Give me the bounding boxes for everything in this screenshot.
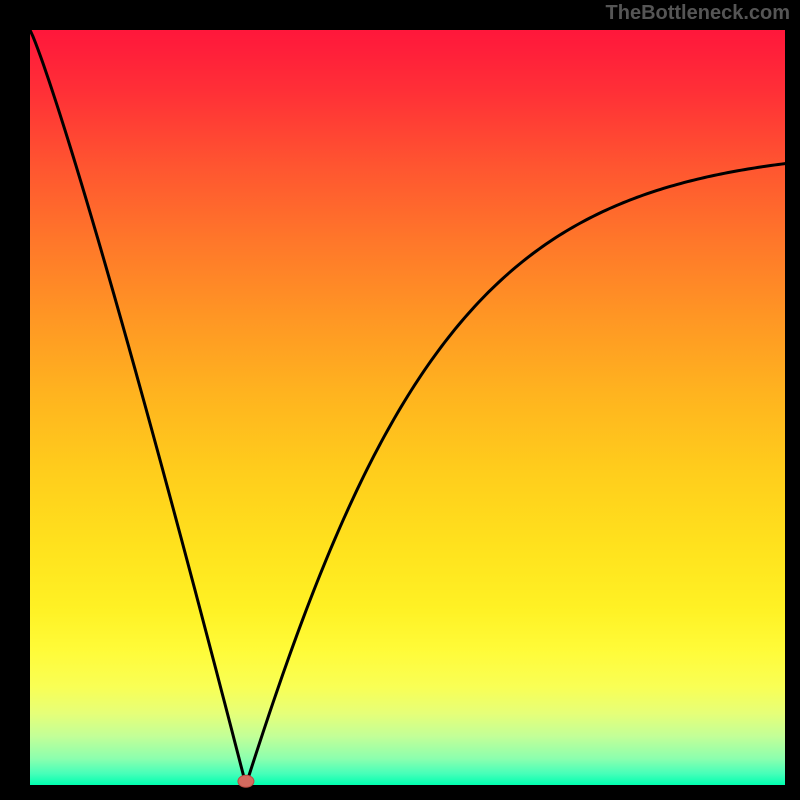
bottleneck-chart: TheBottleneck.com — [0, 0, 800, 800]
optimal-point-marker — [238, 775, 254, 787]
chart-background-gradient — [30, 30, 785, 785]
chart-svg — [0, 0, 800, 800]
watermark-text: TheBottleneck.com — [606, 2, 790, 25]
